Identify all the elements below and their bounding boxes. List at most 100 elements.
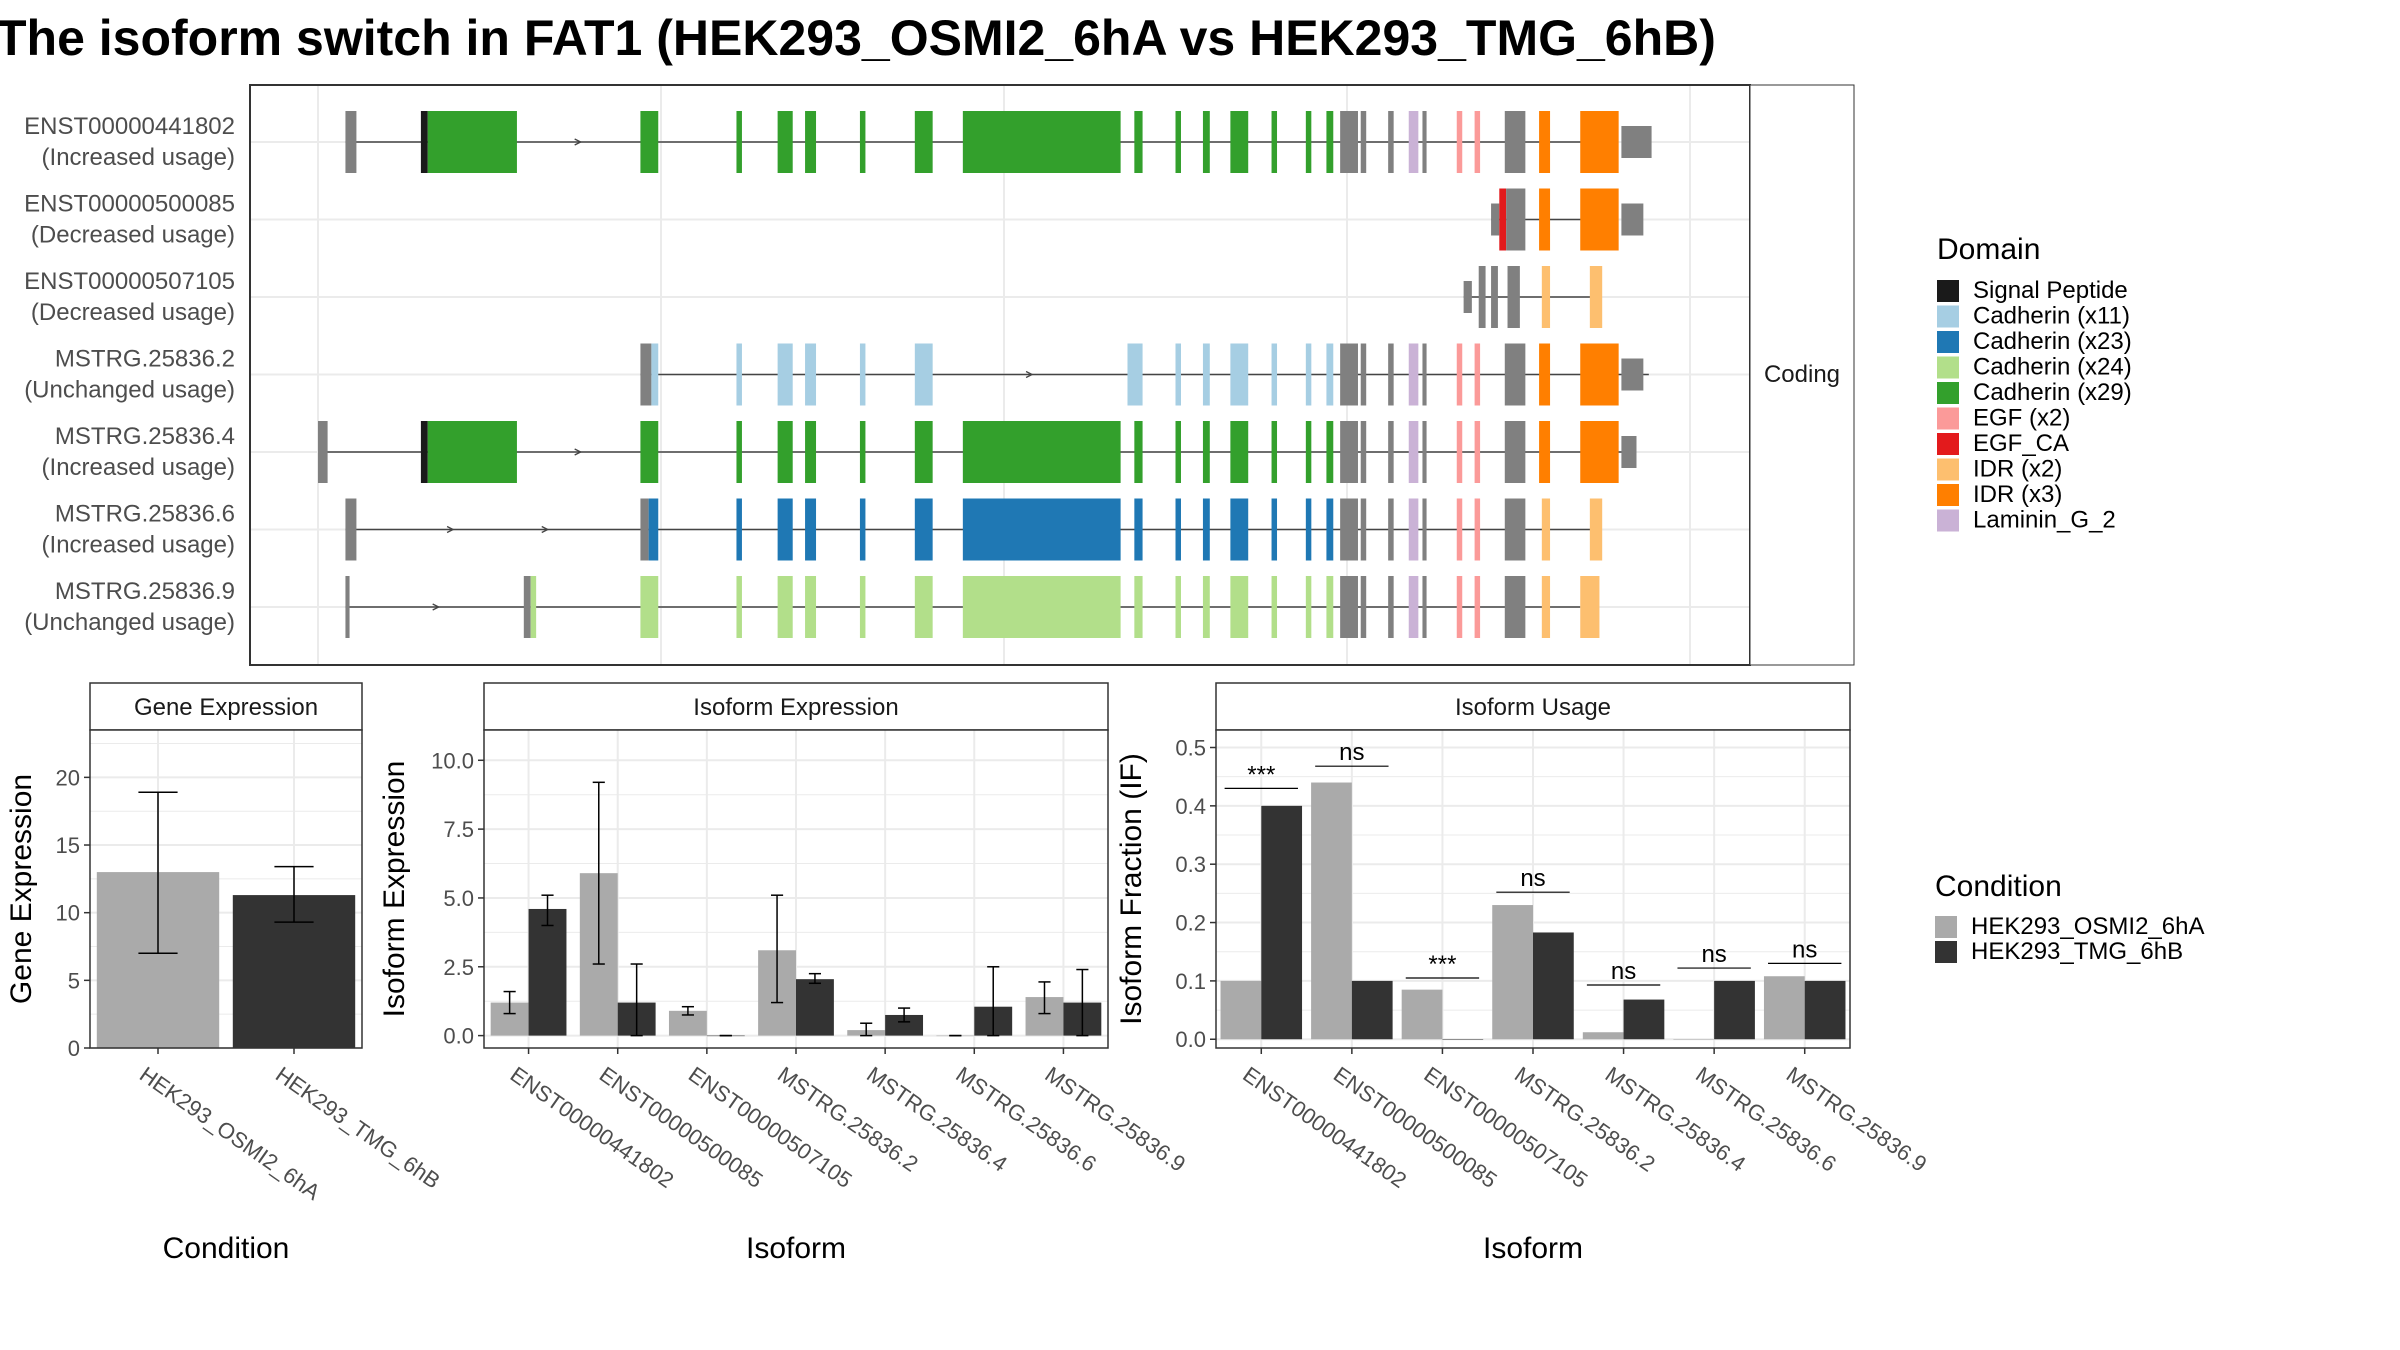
exon: [1360, 343, 1367, 406]
domain-legend-swatch: [1937, 356, 1959, 379]
exon: [1580, 188, 1619, 251]
domain-legend-label: Cadherin (x24): [1973, 354, 2132, 381]
exon: [1388, 111, 1394, 173]
exon: [1360, 576, 1367, 638]
exon: [1589, 266, 1603, 328]
x-tick-label: ENST00000441802: [1238, 1062, 1411, 1193]
y-tick-label: 20: [56, 765, 80, 790]
exon: [1230, 576, 1249, 638]
y-axis-title: Isoform Fraction (IF): [1115, 753, 1148, 1025]
exon: [1539, 111, 1551, 173]
exon: [1474, 498, 1481, 561]
exon: [1175, 421, 1181, 483]
domain-legend-swatch: [1937, 331, 1959, 353]
exon: [1506, 188, 1526, 251]
exon: [777, 343, 793, 406]
domain-legend-label: IDR (x3): [1973, 481, 2062, 508]
bar: [1804, 980, 1846, 1040]
exon: [777, 421, 793, 483]
exon: [1504, 421, 1526, 483]
gene-structure-panel: Coding ENST00000441802(Increased usage)E…: [24, 84, 1855, 666]
exon: [1474, 111, 1481, 173]
isoform-id-label: MSTRG.25836.2: [55, 346, 235, 373]
isoform-track: [318, 421, 1637, 483]
exon: [1340, 343, 1358, 406]
exon: [1504, 111, 1526, 173]
exon: [1175, 576, 1181, 638]
exon: [427, 111, 517, 173]
exon: [1478, 266, 1486, 328]
panel-strip-label: Isoform Expression: [693, 694, 898, 721]
exon: [318, 421, 328, 483]
exon: [1422, 111, 1427, 173]
plot-border: [89, 729, 363, 1049]
exon: [736, 421, 742, 483]
domain-legend-label: Cadherin (x23): [1973, 328, 2132, 355]
isoform-track: [345, 111, 1652, 173]
exon: [1422, 343, 1427, 406]
exon: [1134, 421, 1143, 483]
exon: [1202, 421, 1210, 483]
exon: [1580, 421, 1619, 483]
y-tick-label: 0.0: [443, 1024, 474, 1049]
exon: [1474, 421, 1481, 483]
isoform-id-label: ENST00000507105: [24, 268, 235, 295]
isoform-tracks: [318, 111, 1652, 638]
exon: [1507, 266, 1520, 328]
exon: [805, 576, 817, 638]
panel-strip: [1215, 682, 1851, 731]
bar: [1714, 980, 1755, 1040]
exon: [640, 498, 649, 561]
exon: [1271, 421, 1278, 483]
figure-title: The isoform switch in FAT1 (HEK293_OSMI2…: [0, 10, 1716, 66]
exon: [914, 576, 933, 638]
exon: [1580, 343, 1619, 406]
isoform-track: [1463, 266, 1603, 328]
coding-facet-strip: [1749, 84, 1855, 666]
exon: [1134, 498, 1143, 561]
x-tick-label: ENST00000507105: [684, 1062, 857, 1193]
exon: [1541, 498, 1551, 561]
exon: [1456, 343, 1463, 406]
significance-label: ns: [1792, 936, 1817, 963]
exon: [1456, 111, 1463, 173]
bar: [1533, 932, 1574, 1040]
exon: [1271, 111, 1278, 173]
domain-legend-swatch: [1937, 458, 1959, 481]
bar: [796, 979, 834, 1036]
significance-label: ns: [1339, 739, 1364, 766]
exon: [1305, 343, 1312, 406]
exon: [736, 111, 742, 173]
exon: [859, 111, 866, 173]
bar: [528, 908, 567, 1036]
x-tick-label: ENST00000507105: [1420, 1062, 1593, 1193]
coding-facet-label: Coding: [1764, 361, 1840, 388]
isoform-track: [640, 343, 1649, 406]
isoform-usage-label: (Increased usage): [42, 454, 235, 481]
y-tick-label: 5: [68, 968, 80, 993]
exon: [1305, 498, 1312, 561]
y-axis-title: Isoform Expression: [378, 761, 411, 1018]
panel-strip: [483, 682, 1109, 731]
exon: [1271, 498, 1278, 561]
isoform-id-label: MSTRG.25836.4: [55, 423, 235, 450]
exon: [1539, 421, 1551, 483]
isoform-usage-label: (Unchanged usage): [24, 377, 235, 404]
y-tick-label: 0: [68, 1036, 80, 1061]
exon: [1230, 498, 1249, 561]
exon: [1499, 188, 1507, 251]
significance-label: ns: [1611, 958, 1636, 985]
y-tick-label: 2.5: [443, 955, 474, 980]
exon: [1491, 203, 1500, 236]
exon: [1621, 358, 1644, 391]
y-tick-label: 15: [56, 833, 80, 858]
exon: [648, 498, 659, 561]
exon: [1360, 421, 1367, 483]
exon: [345, 111, 357, 173]
exon: [1580, 111, 1619, 173]
panel-strip-label: Gene Expression: [134, 694, 318, 721]
exon: [1504, 498, 1526, 561]
exon: [1305, 421, 1312, 483]
exon: [1230, 111, 1249, 173]
y-tick-label: 0.5: [1175, 736, 1206, 761]
